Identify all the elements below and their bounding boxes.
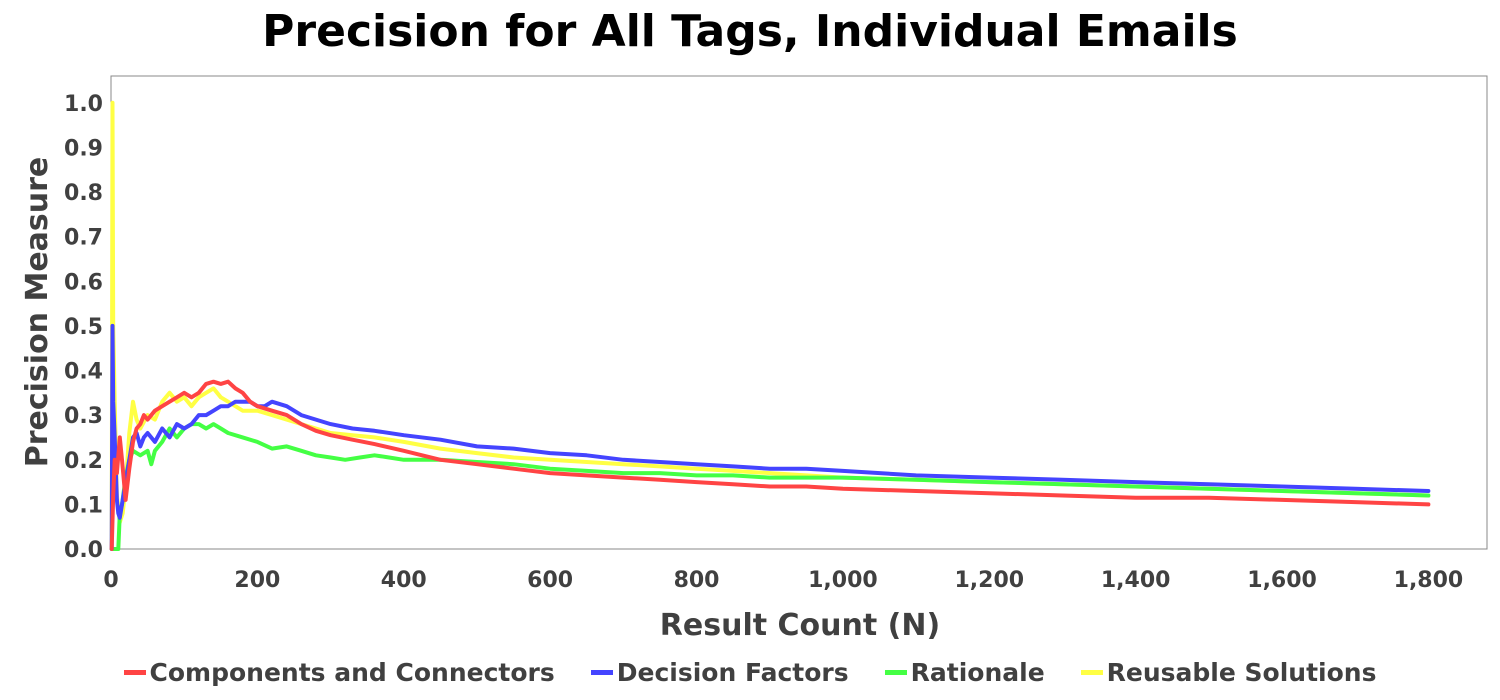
series-line-decision-factors xyxy=(109,323,1431,551)
x-tick-label: 1,200 xyxy=(955,568,1025,593)
x-axis-ticks: 0 200 400 600 800 1,000 1,200 1,400 1,600 1,800 xyxy=(103,568,1463,593)
y-tick-label: 0.3 xyxy=(64,404,103,429)
x-tick-label: 1,800 xyxy=(1394,568,1464,593)
x-tick-label: 0 xyxy=(103,568,118,593)
legend-item[interactable]: Reusable Solutions xyxy=(1080,658,1377,687)
y-tick-label: 0.8 xyxy=(64,181,103,206)
y-tick-label: 0.6 xyxy=(64,270,103,295)
legend-label: Reusable Solutions xyxy=(1106,658,1377,687)
legend-swatch xyxy=(590,670,613,675)
y-tick-label: 0.9 xyxy=(64,136,103,161)
series-line-components-and-connectors xyxy=(109,379,1431,551)
legend-swatch xyxy=(123,670,146,675)
series-line-rationale xyxy=(109,422,1431,551)
legend-label: Components and Connectors xyxy=(149,658,555,687)
chart-title: Precision for All Tags, Individual Email… xyxy=(262,6,1238,57)
x-tick-label: 1,000 xyxy=(808,568,878,593)
legend-item[interactable]: Rationale xyxy=(884,658,1045,687)
x-tick-label: 200 xyxy=(234,568,280,593)
series-line-reusable-solutions xyxy=(109,100,1431,551)
x-tick-label: 400 xyxy=(381,568,427,593)
legend-item[interactable]: Components and Connectors xyxy=(123,658,555,687)
x-tick-label: 1,400 xyxy=(1101,568,1171,593)
y-axis-title: Precision Measure xyxy=(20,157,55,468)
x-tick-label: 600 xyxy=(527,568,573,593)
x-axis-title: Result Count (N) xyxy=(660,608,940,643)
y-tick-label: 0.0 xyxy=(64,538,103,563)
series-layer xyxy=(109,100,1431,551)
legend-swatch xyxy=(884,670,907,675)
y-tick-label: 0.2 xyxy=(64,449,103,474)
legend-swatch xyxy=(1080,670,1103,675)
x-tick-label: 1,600 xyxy=(1247,568,1317,593)
y-tick-label: 1.0 xyxy=(64,92,103,117)
legend-item[interactable]: Decision Factors xyxy=(590,658,849,687)
y-tick-label: 0.4 xyxy=(64,360,103,385)
y-tick-label: 0.5 xyxy=(64,315,103,340)
legend-label: Rationale xyxy=(910,658,1045,687)
y-axis-ticks: 0.0 0.1 0.2 0.3 0.4 0.5 0.6 0.7 0.8 0.9 1.0 xyxy=(64,92,103,563)
legend-label: Decision Factors xyxy=(616,658,849,687)
y-tick-label: 0.1 xyxy=(64,493,103,518)
y-tick-label: 0.7 xyxy=(64,226,103,251)
legend: Components and Connectors Decision Facto… xyxy=(0,658,1500,687)
x-tick-label: 800 xyxy=(674,568,720,593)
